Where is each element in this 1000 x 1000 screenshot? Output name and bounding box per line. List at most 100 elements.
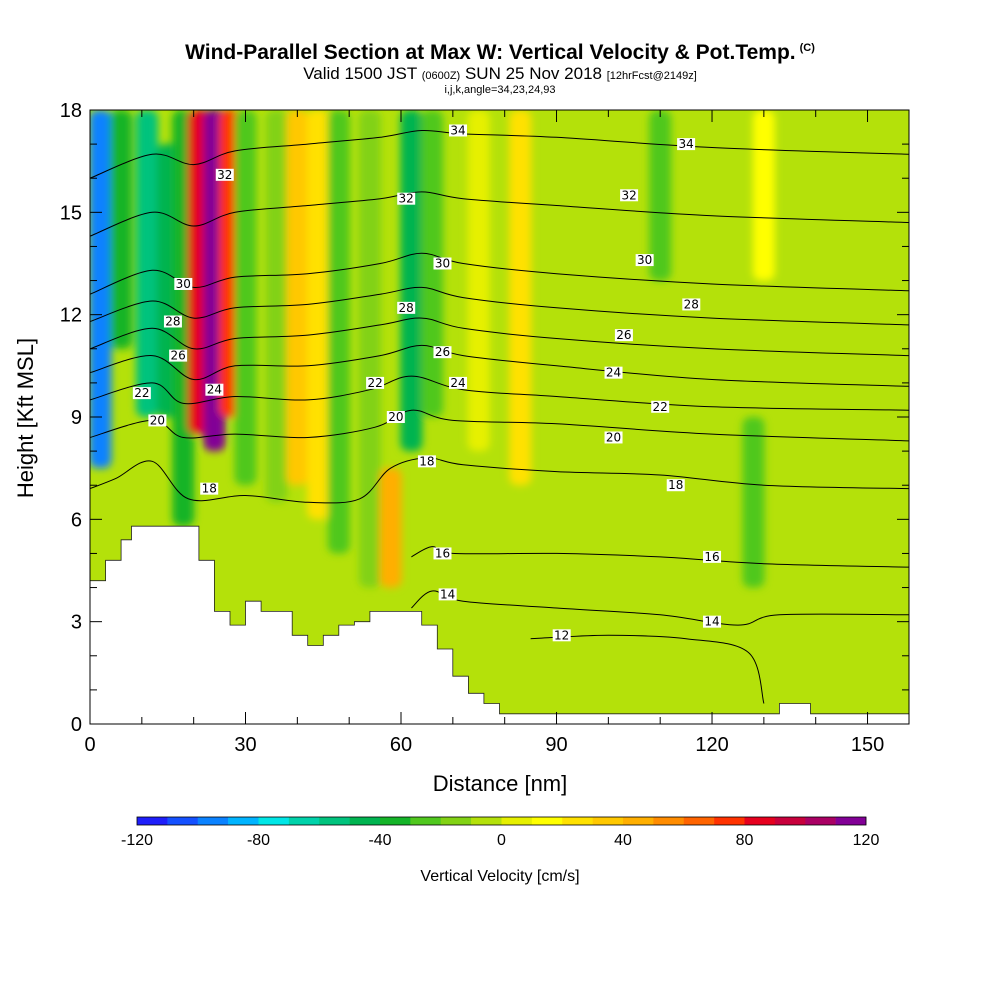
contour-label-box — [148, 414, 167, 427]
contour-label: 22 — [367, 376, 382, 390]
colorbar-swatch — [197, 817, 229, 825]
chart-header: Wind-Parallel Section at Max W: Vertical… — [0, 36, 1000, 96]
colorbar-swatch — [288, 817, 320, 825]
contour-label: 26 — [170, 349, 185, 363]
colorbar-swatch — [258, 817, 290, 825]
colorbar-swatch — [623, 817, 654, 825]
contour-label-box — [614, 329, 633, 342]
y-axis: 0 3 6 9 12 15 18 — [60, 100, 909, 736]
contour-label: 14 — [704, 615, 719, 629]
colorbar-swatch — [683, 817, 715, 825]
contour-labels: 34 34 32 32 32 30 30 30 28 28 28 26 26 26 24 24 24 22 22 22… — [132, 123, 722, 642]
contour-label-box — [132, 387, 151, 400]
colorbar-tick-label: 0 — [497, 832, 506, 849]
contour-label-box — [386, 411, 405, 423]
colorbar-swatch — [744, 817, 776, 825]
contour-label-box — [397, 301, 416, 314]
colorbar-swatch — [835, 817, 867, 825]
colorbar-swatch — [805, 817, 836, 825]
velocity-feature — [307, 110, 330, 520]
theta-contour-12 — [530, 634, 765, 704]
colorbar-swatch — [592, 817, 624, 825]
contour-label-box — [449, 376, 468, 389]
contour-label-box — [438, 588, 457, 601]
contour-label: 28 — [165, 314, 180, 328]
contour-label: 26 — [616, 328, 631, 342]
contour-label-box — [651, 400, 670, 413]
valid-time-line: Valid 1500 JST (0600Z) SUN 25 Nov 2018 [… — [0, 65, 1000, 85]
contour-label-box — [205, 383, 224, 396]
copyright-mark: (C) — [799, 42, 815, 54]
forecast-info: [12hrFcst@2149z] — [606, 70, 697, 82]
contour-label-box — [604, 431, 623, 444]
colorbar-tick-label: -80 — [247, 832, 270, 849]
velocity-feature — [421, 110, 444, 417]
y-tick-label: 3 — [71, 612, 82, 634]
velocity-feature — [286, 110, 309, 486]
terrain-mask — [90, 526, 909, 724]
valid-date: SUN 25 Nov 2018 — [464, 64, 602, 83]
colorbar-swatch — [349, 817, 381, 825]
grid-indices: i,j,k,angle=34,23,24,93 — [444, 84, 556, 96]
colorbar-tick-label: 80 — [736, 832, 754, 849]
velocity-feature — [467, 110, 490, 452]
contour-label: 28 — [684, 297, 699, 311]
contour-label-box — [433, 257, 452, 270]
contour-label: 18 — [202, 482, 217, 496]
colorbar-swatch — [531, 817, 563, 825]
theta-contour-24 — [90, 344, 909, 387]
y-tick-label: 15 — [60, 202, 82, 224]
contour-label-box — [635, 254, 654, 267]
contour-label-box — [433, 346, 452, 359]
x-tick-label: 120 — [695, 734, 728, 756]
colorbar-swatch — [471, 817, 502, 825]
velocity-feature — [358, 110, 381, 588]
y-tick-label: 12 — [60, 305, 82, 327]
colorbar-swatch — [319, 817, 350, 825]
contour-label-box — [215, 168, 234, 181]
contour-label: 24 — [606, 366, 621, 380]
contour-label: 16 — [704, 550, 719, 564]
velocity-feature — [742, 417, 765, 588]
colorbar-tick-label: -40 — [368, 832, 391, 849]
theta-contour-26 — [90, 317, 909, 357]
velocity-feature — [752, 110, 775, 281]
colorbar-swatch — [714, 817, 745, 825]
y-tick-label: 18 — [60, 100, 82, 122]
x-tick-label: 90 — [545, 734, 567, 756]
y-tick-label: 6 — [71, 509, 82, 531]
colorbar-swatch — [440, 817, 472, 825]
contour-label-box — [677, 138, 696, 151]
y-tick-label: 0 — [71, 714, 82, 736]
colorbar-swatch — [380, 817, 411, 825]
contour-label-box — [604, 366, 623, 379]
velocity-feature — [136, 110, 159, 417]
contour-label: 30 — [637, 253, 652, 267]
colorbar-swatch — [774, 817, 806, 825]
theta-contour-28 — [90, 286, 909, 326]
colorbar-swatch — [167, 817, 199, 825]
contour-label: 32 — [621, 188, 636, 202]
y-axis-label: Height [Kft MSL] — [13, 338, 38, 498]
contour-label: 30 — [176, 277, 191, 291]
velocity-feature — [649, 110, 672, 281]
contour-label: 30 — [435, 257, 450, 271]
contour-label-box — [682, 298, 701, 311]
colorbar-tick-label: 120 — [853, 832, 880, 849]
theta-contour-22 — [90, 375, 909, 411]
colorbar-swatch — [653, 817, 685, 825]
x-tick-label: 30 — [234, 734, 256, 756]
contour-label: 18 — [419, 454, 434, 468]
colorbar-label: Vertical Velocity [cm/s] — [420, 868, 579, 885]
contour-label: 24 — [450, 376, 465, 390]
contour-label: 12 — [554, 628, 569, 642]
chart-title: Wind-Parallel Section at Max W: Vertical… — [0, 36, 1000, 65]
plot-area: 34 34 32 32 32 30 30 30 28 28 28 26 26 26 24 24 24 22 22 22… — [90, 110, 909, 724]
contour-label: 14 — [440, 587, 455, 601]
contour-label: 20 — [606, 430, 621, 444]
velocity-feature — [110, 110, 133, 349]
velocity-feature — [379, 468, 402, 588]
valid-prefix: Valid 1500 JST — [303, 64, 417, 83]
contour-label: 22 — [134, 386, 149, 400]
